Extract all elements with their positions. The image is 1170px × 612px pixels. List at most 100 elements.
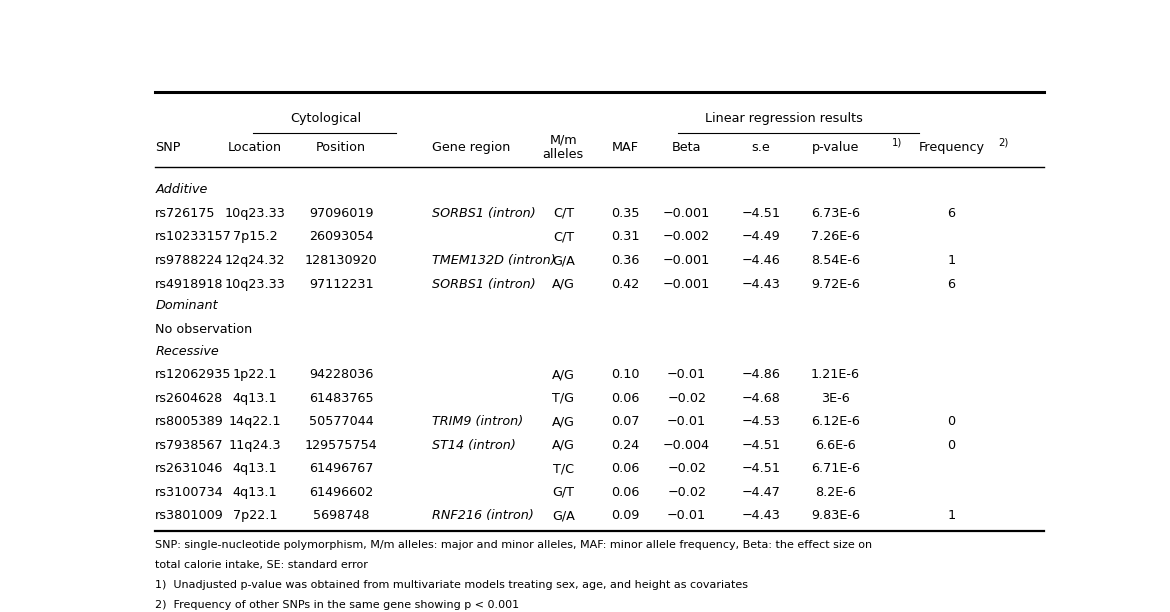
Text: 61496767: 61496767 <box>309 462 373 476</box>
Text: 2): 2) <box>999 138 1009 147</box>
Text: 0.09: 0.09 <box>611 509 639 523</box>
Text: 1p22.1: 1p22.1 <box>233 368 277 381</box>
Text: TMEM132D (intron): TMEM132D (intron) <box>432 254 556 267</box>
Text: 9.72E-6: 9.72E-6 <box>811 278 860 291</box>
Text: 128130920: 128130920 <box>305 254 378 267</box>
Text: 97112231: 97112231 <box>309 278 373 291</box>
Text: Position: Position <box>316 141 366 154</box>
Text: −0.001: −0.001 <box>663 207 710 220</box>
Text: No observation: No observation <box>156 323 253 336</box>
Text: Cytological: Cytological <box>290 112 360 125</box>
Text: M/m
alleles: M/m alleles <box>543 133 584 162</box>
Text: 3E-6: 3E-6 <box>821 392 849 405</box>
Text: SORBS1 (intron): SORBS1 (intron) <box>432 207 536 220</box>
Text: 0.31: 0.31 <box>611 231 639 244</box>
Text: 0.36: 0.36 <box>611 254 639 267</box>
Text: G/A: G/A <box>552 509 574 523</box>
Text: 1: 1 <box>948 509 956 523</box>
Text: 8.2E-6: 8.2E-6 <box>815 486 855 499</box>
Text: SORBS1 (intron): SORBS1 (intron) <box>432 278 536 291</box>
Text: 10q23.33: 10q23.33 <box>225 278 285 291</box>
Text: −0.01: −0.01 <box>667 509 707 523</box>
Text: 0.07: 0.07 <box>611 415 639 428</box>
Text: 1: 1 <box>948 254 956 267</box>
Text: Recessive: Recessive <box>156 345 219 357</box>
Text: G/T: G/T <box>552 486 574 499</box>
Text: rs12062935: rs12062935 <box>156 368 232 381</box>
Text: 1): 1) <box>892 138 902 147</box>
Text: −4.43: −4.43 <box>742 509 780 523</box>
Text: 94228036: 94228036 <box>309 368 373 381</box>
Text: 0.24: 0.24 <box>611 439 639 452</box>
Text: ST14 (intron): ST14 (intron) <box>432 439 516 452</box>
Text: 0.10: 0.10 <box>611 368 639 381</box>
Text: −4.47: −4.47 <box>742 486 780 499</box>
Text: 1.21E-6: 1.21E-6 <box>811 368 860 381</box>
Text: 14q22.1: 14q22.1 <box>229 415 281 428</box>
Text: 0.42: 0.42 <box>611 278 639 291</box>
Text: rs8005389: rs8005389 <box>156 415 225 428</box>
Text: 6.6E-6: 6.6E-6 <box>815 439 855 452</box>
Text: −0.002: −0.002 <box>663 231 710 244</box>
Text: −4.46: −4.46 <box>742 254 780 267</box>
Text: Dominant: Dominant <box>156 299 218 312</box>
Text: A/G: A/G <box>552 415 574 428</box>
Text: 5698748: 5698748 <box>312 509 370 523</box>
Text: rs3801009: rs3801009 <box>156 509 225 523</box>
Text: G/A: G/A <box>552 254 574 267</box>
Text: −0.001: −0.001 <box>663 278 710 291</box>
Text: rs10233157: rs10233157 <box>156 231 232 244</box>
Text: −4.43: −4.43 <box>742 278 780 291</box>
Text: 4q13.1: 4q13.1 <box>233 486 277 499</box>
Text: −0.02: −0.02 <box>667 392 707 405</box>
Text: 6.73E-6: 6.73E-6 <box>811 207 860 220</box>
Text: 6: 6 <box>948 207 956 220</box>
Text: rs726175: rs726175 <box>156 207 215 220</box>
Text: −4.68: −4.68 <box>742 392 780 405</box>
Text: −4.49: −4.49 <box>742 231 780 244</box>
Text: −0.001: −0.001 <box>663 254 710 267</box>
Text: −4.86: −4.86 <box>742 368 780 381</box>
Text: 4q13.1: 4q13.1 <box>233 392 277 405</box>
Text: Frequency: Frequency <box>918 141 984 154</box>
Text: −0.02: −0.02 <box>667 462 707 476</box>
Text: RNF216 (intron): RNF216 (intron) <box>432 509 534 523</box>
Text: −4.53: −4.53 <box>742 415 780 428</box>
Text: SNP: SNP <box>156 141 181 154</box>
Text: 12q24.32: 12q24.32 <box>225 254 285 267</box>
Text: T/G: T/G <box>552 392 574 405</box>
Text: 61483765: 61483765 <box>309 392 373 405</box>
Text: 0: 0 <box>948 439 956 452</box>
Text: 0: 0 <box>948 415 956 428</box>
Text: 97096019: 97096019 <box>309 207 373 220</box>
Text: 0.06: 0.06 <box>611 486 639 499</box>
Text: −0.01: −0.01 <box>667 415 707 428</box>
Text: 2)  Frequency of other SNPs in the same gene showing p < 0.001: 2) Frequency of other SNPs in the same g… <box>156 600 519 610</box>
Text: 1)  Unadjusted p-value was obtained from multivariate models treating sex, age, : 1) Unadjusted p-value was obtained from … <box>156 580 749 590</box>
Text: 50577044: 50577044 <box>309 415 373 428</box>
Text: −0.02: −0.02 <box>667 486 707 499</box>
Text: −0.01: −0.01 <box>667 368 707 381</box>
Text: rs2631046: rs2631046 <box>156 462 223 476</box>
Text: 7p15.2: 7p15.2 <box>233 231 277 244</box>
Text: 6.71E-6: 6.71E-6 <box>811 462 860 476</box>
Text: 10q23.33: 10q23.33 <box>225 207 285 220</box>
Text: 0.06: 0.06 <box>611 462 639 476</box>
Text: A/G: A/G <box>552 439 574 452</box>
Text: 7.26E-6: 7.26E-6 <box>811 231 860 244</box>
Text: 6.12E-6: 6.12E-6 <box>811 415 860 428</box>
Text: SNP: single-nucleotide polymorphism, M/m alleles: major and minor alleles, MAF: : SNP: single-nucleotide polymorphism, M/m… <box>156 540 873 550</box>
Text: 8.54E-6: 8.54E-6 <box>811 254 860 267</box>
Text: 61496602: 61496602 <box>309 486 373 499</box>
Text: 11q24.3: 11q24.3 <box>229 439 281 452</box>
Text: Beta: Beta <box>672 141 702 154</box>
Text: Location: Location <box>228 141 282 154</box>
Text: rs4918918: rs4918918 <box>156 278 223 291</box>
Text: 4q13.1: 4q13.1 <box>233 462 277 476</box>
Text: A/G: A/G <box>552 278 574 291</box>
Text: MAF: MAF <box>612 141 639 154</box>
Text: rs9788224: rs9788224 <box>156 254 223 267</box>
Text: Linear regression results: Linear regression results <box>704 112 862 125</box>
Text: A/G: A/G <box>552 368 574 381</box>
Text: Additive: Additive <box>156 184 208 196</box>
